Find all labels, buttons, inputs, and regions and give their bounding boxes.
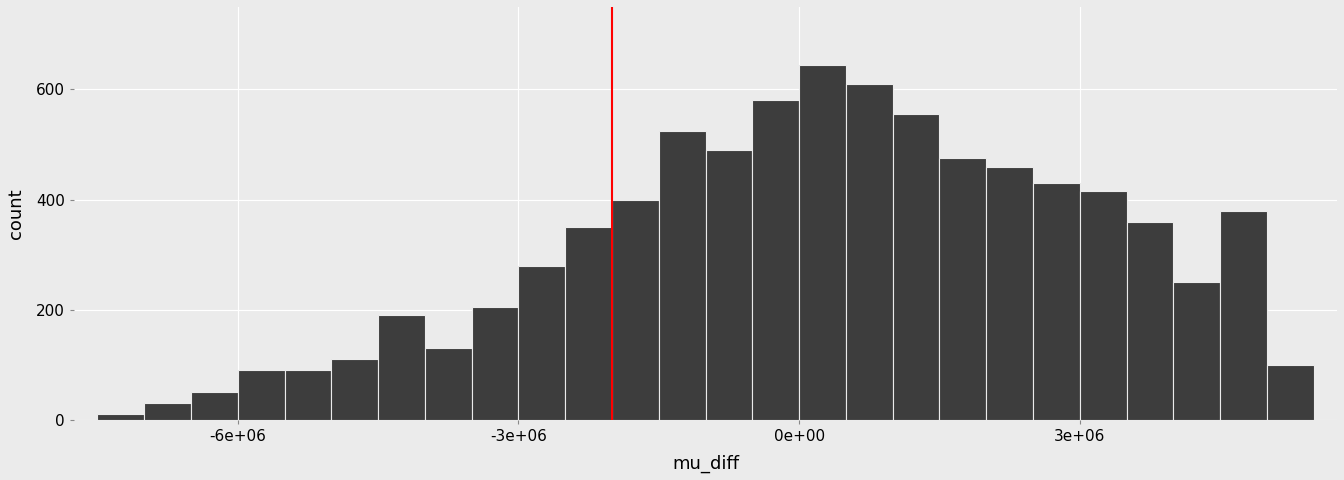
Bar bbox=[566, 227, 612, 420]
Bar bbox=[285, 370, 332, 420]
Bar bbox=[1173, 282, 1220, 420]
Bar bbox=[425, 348, 472, 420]
Bar bbox=[332, 359, 378, 420]
Bar bbox=[753, 100, 800, 420]
X-axis label: mu_diff: mu_diff bbox=[672, 455, 739, 473]
Bar bbox=[1034, 183, 1079, 420]
Bar bbox=[98, 414, 144, 420]
Bar bbox=[800, 65, 845, 420]
Bar bbox=[659, 131, 706, 420]
Bar bbox=[892, 114, 939, 420]
Bar bbox=[1126, 222, 1173, 420]
Bar bbox=[939, 158, 986, 420]
Bar bbox=[845, 84, 892, 420]
Bar bbox=[706, 150, 753, 420]
Bar bbox=[1079, 192, 1126, 420]
Bar bbox=[144, 403, 191, 420]
Bar bbox=[378, 315, 425, 420]
Bar bbox=[191, 392, 238, 420]
Bar bbox=[612, 200, 659, 420]
Bar bbox=[238, 370, 285, 420]
Y-axis label: count: count bbox=[7, 188, 26, 239]
Bar bbox=[1267, 365, 1313, 420]
Bar bbox=[472, 307, 519, 420]
Bar bbox=[1220, 211, 1267, 420]
Bar bbox=[986, 167, 1034, 420]
Bar bbox=[519, 265, 566, 420]
